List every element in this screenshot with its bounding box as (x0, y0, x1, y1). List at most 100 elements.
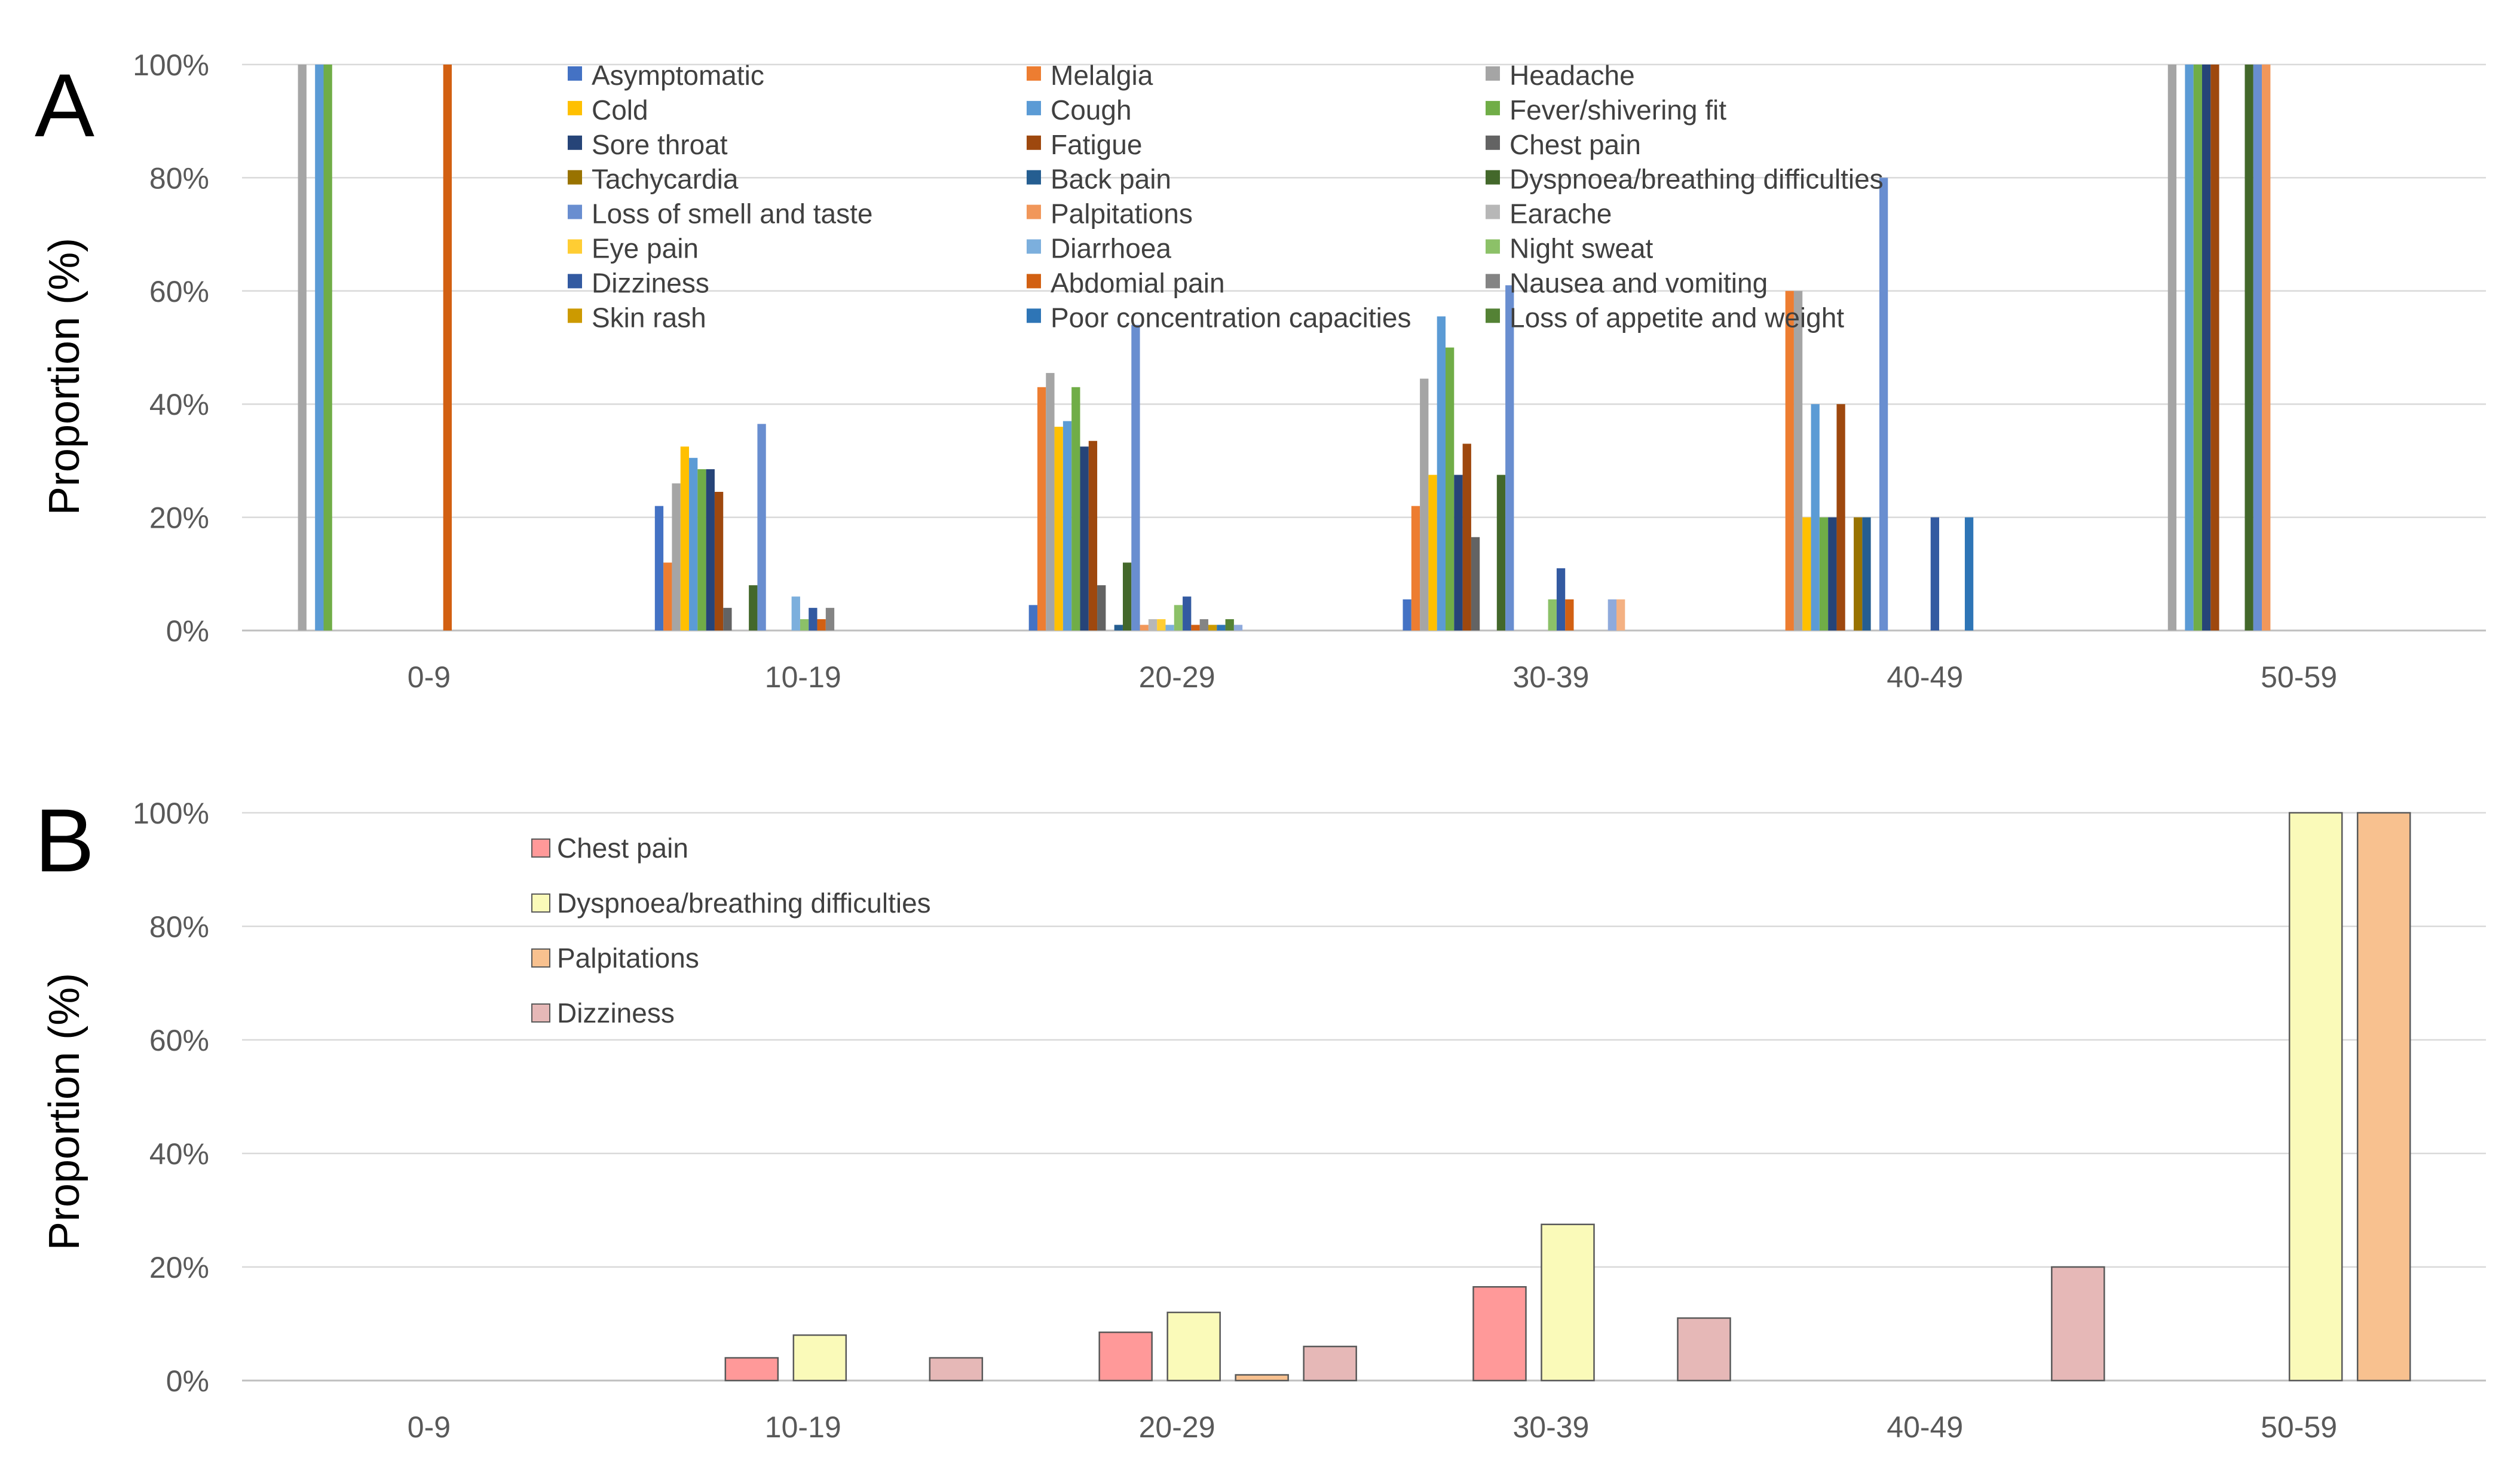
legend-label-asymptomatic: Asymptomatic (592, 60, 764, 91)
panel-a-bar-night-sweat-20-29 (1174, 605, 1183, 631)
panel-a-y-tick-label: 20% (149, 501, 209, 535)
panel-a-y-ticks: 0% 20% 40% 60% 80% 100% (133, 48, 209, 648)
panel-a-bar-sore-throat-50-59 (2201, 65, 2211, 631)
panel-b-x-tick-label: 30-39 (1512, 1410, 1589, 1444)
panel-a-bar-cold-10-19 (680, 446, 690, 631)
panel-a-bar-loss-of-smell-and-taste-40-49 (1879, 177, 1888, 631)
panel-a-bar-abdomial-pain-30-39 (1565, 599, 1574, 631)
panel-a-bar-loss-of-smell-and-taste-30-39 (1505, 285, 1514, 631)
panel-b-y-tick-label: 0% (166, 1364, 209, 1398)
panel-a-bar-asymptomatic-20-29 (1028, 605, 1037, 631)
legend-label-earache: Earache (1509, 198, 1612, 229)
panel-a-bar-cough-30-39 (1437, 316, 1446, 631)
panel-a-bar-dyspnoea-breathing-difficulties-20-29 (1122, 562, 1132, 631)
panel-a-bar-headache-50-59 (2167, 65, 2177, 631)
panel-b-bar-dizziness-30-39 (1677, 1317, 1731, 1382)
legend-swatch-cold (568, 100, 582, 115)
legend-label-fatigue: Fatigue (1051, 129, 1142, 160)
legend-swatch-asymptomatic (568, 66, 582, 81)
panel-a-bar-abdomial-pain-0-9 (443, 65, 452, 631)
panel-b-bar-chest-pain-30-39 (1472, 1286, 1527, 1382)
legend-label-loss-of-smell-and-taste: Loss of smell and taste (592, 198, 872, 229)
panel-a-bar-skin-rash-20-29 (1208, 625, 1217, 631)
panel-a-bar-night-sweat-30-39 (1548, 599, 1557, 631)
panel-a-y-tick-label: 80% (149, 161, 209, 195)
panel-a-bar-fatigue-30-39 (1462, 443, 1471, 631)
panel-a-bar-unnamed-30-39 (1616, 599, 1625, 631)
legend-label-abdomial-pain: Abdomial pain (1051, 267, 1225, 298)
panel-a-gridlines (242, 63, 2486, 632)
panel-b-bar-dizziness-10-19 (929, 1357, 984, 1382)
panel-a-bar-earache-20-29 (1148, 619, 1158, 631)
panel-b-y-tick-label: 100% (133, 797, 209, 830)
panel-b-bar-dyspnoea-breathing-difficulties-30-39 (1541, 1223, 1595, 1382)
panel-a-bar-cough-20-29 (1062, 421, 1072, 631)
legend-swatch-palpitations (1027, 204, 1041, 219)
legend-swatch-loss-of-smell-and-taste (568, 204, 582, 219)
legend-label-dyspnoea-breathing-difficulties: Dyspnoea/breathing difficulties (1509, 164, 1884, 195)
panel-a-bar-fever-shivering-fit-50-59 (2193, 65, 2202, 631)
legend-label-dyspnoea-breathing-difficulties: Dyspnoea/breathing difficulties (557, 887, 931, 919)
panel-a-bar-diarrhoea-10-19 (791, 596, 800, 631)
legend-swatch-dizziness (531, 1003, 550, 1023)
panel-a-bar-sore-throat-30-39 (1454, 475, 1463, 631)
panel-a-bar-dizziness-10-19 (809, 608, 817, 631)
panel-b: B Proportion (%) 0% 20% 40% 60% 80% 100% 0-9 1… (35, 790, 2486, 1444)
panel-a-bar-cold-30-39 (1428, 475, 1437, 631)
panel-a-bar-loss-of-smell-and-taste-50-59 (2253, 65, 2262, 631)
panel-b-y-tick-label: 60% (149, 1024, 209, 1057)
panel-a-bar-loss-of-appetite-and-weight-20-29 (1225, 619, 1234, 631)
panel-a-bar-poor-concentration-capacities-40-49 (1964, 517, 1974, 631)
panel-b-y-tick-label: 20% (149, 1251, 209, 1284)
legend-swatch-dyspnoea-breathing-difficulties (531, 893, 550, 913)
panel-a-bars (298, 65, 2271, 631)
legend-swatch-skin-rash (568, 308, 582, 323)
panel-b-bar-dyspnoea-breathing-difficulties-10-19 (792, 1334, 847, 1382)
panel-a-bar-headache-20-29 (1046, 373, 1055, 631)
panel-b-y-ticks: 0% 20% 40% 60% 80% 100% (133, 797, 209, 1398)
legend-label-cold: Cold (592, 94, 648, 126)
panel-a: A Proportion (%) 0% 20% 40% 60% 80% 100% 0-9 1… (35, 48, 2486, 694)
legend-swatch-eye-pain (568, 239, 582, 254)
panel-a-x-tick-label: 30-39 (1512, 660, 1589, 694)
panel-a-bar-abdomial-pain-20-29 (1191, 625, 1200, 631)
panel-a-x-tick-label: 20-29 (1139, 660, 1215, 694)
panel-a-bar-headache-40-49 (1793, 290, 1803, 631)
panel-a-bar-fatigue-20-29 (1088, 440, 1098, 631)
panel-b-x-tick-label: 20-29 (1139, 1410, 1215, 1444)
panel-a-bar-fever-shivering-fit-40-49 (1819, 517, 1829, 631)
legend-swatch-fever-shivering-fit (1486, 100, 1500, 115)
panel-a-bar-chest-pain-20-29 (1097, 585, 1106, 631)
legend-swatch-loss-of-appetite-and-weight (1486, 308, 1500, 323)
panel-a-bar-palpitations-50-59 (2262, 65, 2271, 631)
panel-a-bar-unnamed-20-29 (1233, 625, 1243, 631)
panel-a-bar-palpitations-20-29 (1140, 625, 1149, 631)
panel-a-bar-melalgia-40-49 (1785, 290, 1794, 631)
panel-a-bar-cough-40-49 (1811, 404, 1820, 631)
panel-a-bar-fever-shivering-fit-0-9 (323, 65, 332, 631)
legend-label-nausea-and-vomiting: Nausea and vomiting (1509, 267, 1768, 298)
panel-a-legend: Asymptomatic Melalgia Headache Cold Cough Fev… (568, 60, 1884, 333)
panel-a-y-tick-label: 60% (149, 275, 209, 308)
legend-label-back-pain: Back pain (1051, 164, 1171, 195)
panel-b-x-tick-label: 40-49 (1887, 1410, 1963, 1444)
panel-a-bar-sore-throat-10-19 (706, 469, 715, 631)
legend-swatch-dizziness (568, 274, 582, 289)
legend-label-chest-pain: Chest pain (1509, 129, 1641, 160)
panel-b-legend: Chest pain Dyspnoea/breathing difficultie… (531, 833, 931, 1029)
panel-a-bar-loss-of-smell-and-taste-10-19 (757, 424, 766, 631)
panel-a-bar-dizziness-20-29 (1183, 596, 1192, 631)
panel-a-bar-dizziness-30-39 (1556, 568, 1566, 631)
legend-swatch-back-pain (1027, 170, 1041, 185)
legend-swatch-tachycardia (568, 170, 582, 185)
panel-a-bar-fever-shivering-fit-20-29 (1071, 387, 1080, 631)
legend-swatch-dyspnoea-breathing-difficulties (1486, 170, 1500, 185)
panel-b-y-tick-label: 80% (149, 910, 209, 944)
panel-a-bar-loss-of-smell-and-taste-20-29 (1131, 325, 1140, 631)
panel-b-bar-dizziness-40-49 (2051, 1266, 2105, 1382)
panel-a-bar-fever-shivering-fit-30-39 (1446, 347, 1455, 631)
panel-a-bar-melalgia-30-39 (1411, 506, 1420, 631)
panel-b-bar-dizziness-20-29 (1303, 1345, 1357, 1382)
panel-b-gridlines (242, 812, 2486, 1382)
